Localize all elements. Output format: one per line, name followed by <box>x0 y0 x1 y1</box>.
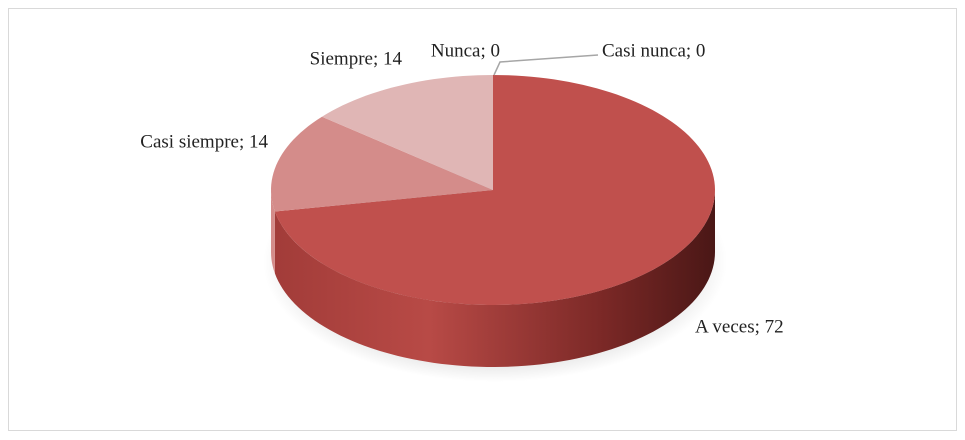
data-label: Nunca; 0 <box>431 40 500 61</box>
slice <box>271 116 493 212</box>
labels: Nunca; 0 Casi nunca; 0 A veces; 72 Casi sie… <box>140 40 783 337</box>
slice <box>274 75 715 305</box>
slice-side <box>274 190 715 367</box>
data-label: Casi nunca; 0 <box>602 40 705 61</box>
data-label: A veces; 72 <box>695 316 784 337</box>
slice-side <box>271 190 275 274</box>
leader-line <box>493 54 599 76</box>
pie <box>271 75 715 367</box>
data-label: Casi siempre; 14 <box>140 131 268 152</box>
data-label: Siempre; 14 <box>310 48 403 69</box>
slice <box>321 75 493 190</box>
